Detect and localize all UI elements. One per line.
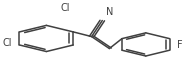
Text: Cl: Cl <box>2 38 12 48</box>
Text: N: N <box>106 7 113 17</box>
Text: Cl: Cl <box>60 3 70 13</box>
Text: F: F <box>177 40 182 50</box>
